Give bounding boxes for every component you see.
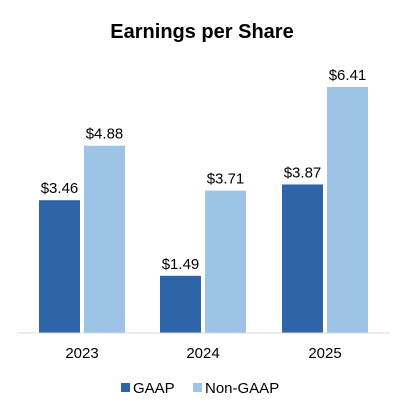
legend-label-non-gaap: Non-GAAP xyxy=(205,380,279,397)
data-label-non-gaap-2024: $3.71 xyxy=(207,171,245,188)
legend: GAAP Non-GAAP xyxy=(121,380,279,397)
data-labels-layer: $3.46 $4.88 $1.49 $3.71 $3.87 $6.41 xyxy=(41,67,367,273)
bar-non-gaap-2024 xyxy=(205,190,246,333)
legend-swatch-non-gaap xyxy=(193,383,202,392)
legend-label-gaap: GAAP xyxy=(133,380,175,397)
x-tick-labels: 2023 2024 2025 xyxy=(65,345,341,362)
bar-gaap-2024 xyxy=(160,275,201,333)
data-label-gaap-2024: $1.49 xyxy=(162,256,200,273)
data-label-non-gaap-2023: $4.88 xyxy=(86,126,124,143)
data-label-gaap-2023: $3.46 xyxy=(41,180,79,197)
data-label-gaap-2025: $3.87 xyxy=(284,164,322,181)
bars-layer xyxy=(39,87,368,333)
chart-title: Earnings per Share xyxy=(110,21,293,43)
data-label-non-gaap-2025: $6.41 xyxy=(329,67,367,84)
bar-gaap-2025 xyxy=(282,184,323,333)
bar-gaap-2023 xyxy=(39,200,80,333)
x-tick-label-2023: 2023 xyxy=(65,345,98,362)
x-tick-label-2024: 2024 xyxy=(186,345,219,362)
bar-non-gaap-2025 xyxy=(327,87,368,333)
legend-swatch-gaap xyxy=(121,383,130,392)
x-tick-label-2025: 2025 xyxy=(308,345,341,362)
bar-non-gaap-2023 xyxy=(84,145,125,333)
